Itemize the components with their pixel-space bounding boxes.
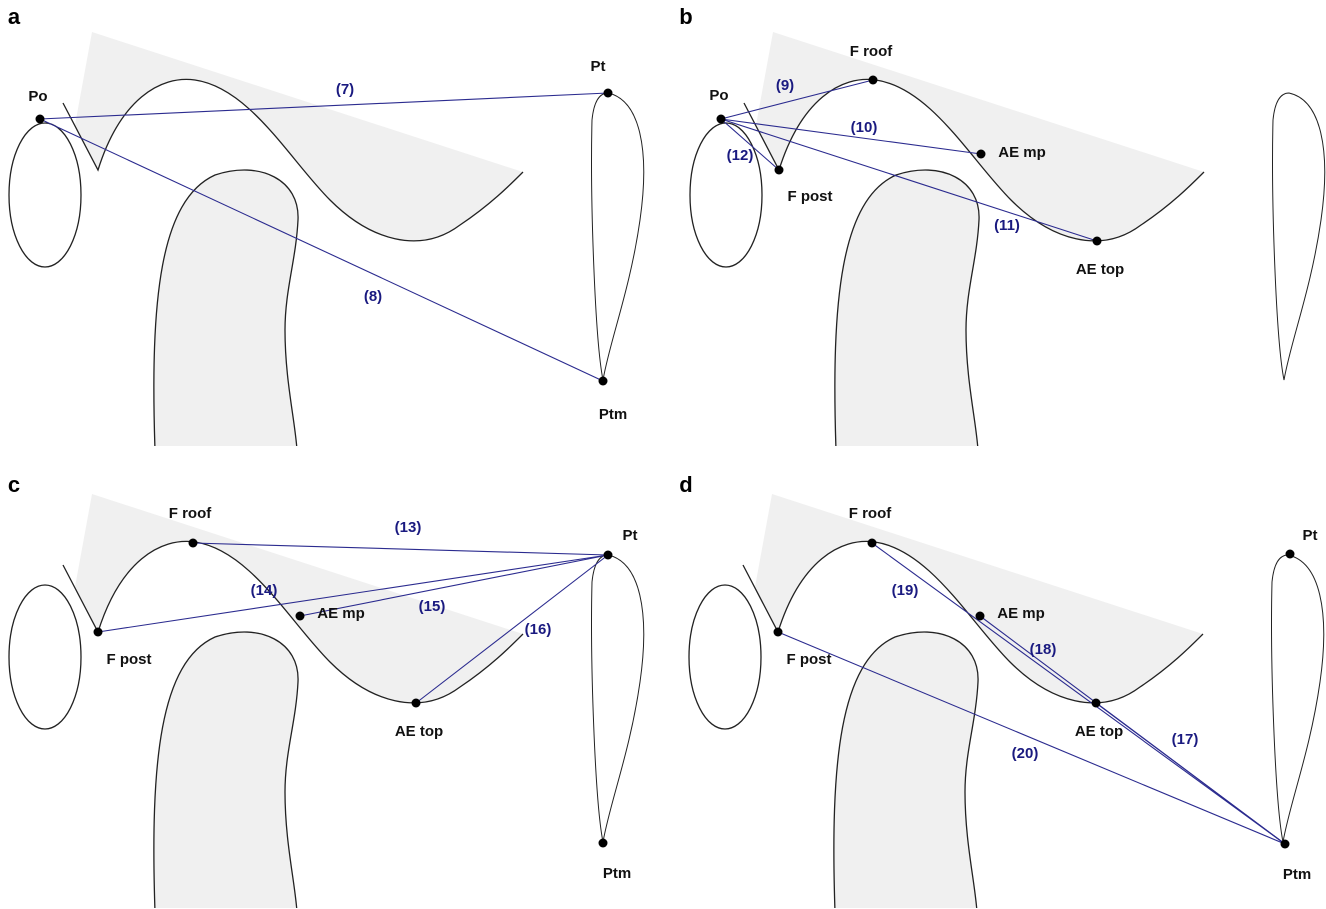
landmark-label: Pt <box>1303 527 1318 544</box>
anatomy <box>689 494 1324 909</box>
landmark <box>1092 699 1101 708</box>
measurement-label: (13) <box>395 519 422 536</box>
landmark <box>412 699 421 708</box>
measurement-label: (14) <box>251 582 278 599</box>
landmark-label: F post <box>787 651 832 668</box>
landmark <box>189 539 198 548</box>
panel-letter: a <box>8 4 21 29</box>
landmark <box>599 839 608 848</box>
figure: (7) (8) Po Pt Ptm (9) (10) (11) (12) Po F roof AE … <box>0 0 1326 909</box>
landmark-label: Ptm <box>599 406 627 423</box>
panel-letter: d <box>679 472 692 497</box>
landmark-label: F roof <box>849 505 892 522</box>
measurement-label: (17) <box>1172 731 1199 748</box>
anatomy <box>9 32 644 450</box>
landmark-label: F post <box>107 651 152 668</box>
landmark <box>604 89 613 98</box>
panel: (17) (18) (19) (20) F roof AE mp F post AE top P… <box>689 494 1324 909</box>
landmark <box>1093 237 1102 246</box>
landmark <box>1281 840 1290 849</box>
panel-letter: b <box>679 4 692 29</box>
measurement-label: (15) <box>419 598 446 615</box>
measurement-label: (16) <box>525 621 552 638</box>
landmark <box>775 166 784 175</box>
measurement-label: (10) <box>851 119 878 136</box>
landmark-label: Ptm <box>1283 866 1311 883</box>
anatomy <box>690 32 1325 450</box>
landmark-label: F roof <box>850 43 893 60</box>
landmark <box>868 539 877 548</box>
landmark-label: AE mp <box>998 144 1046 161</box>
landmark-label: F roof <box>169 505 212 522</box>
panel-letter: c <box>8 472 20 497</box>
measurement-label: (7) <box>336 81 354 98</box>
landmark <box>977 150 986 159</box>
landmark <box>296 612 305 621</box>
landmark-label: AE mp <box>997 605 1045 622</box>
landmark <box>604 551 613 560</box>
panel: (9) (10) (11) (12) Po F roof AE mp F post AE top <box>690 32 1325 450</box>
landmark-label: F post <box>788 188 833 205</box>
landmark-label: Pt <box>623 527 638 544</box>
landmark <box>976 612 985 621</box>
measurement-label: (11) <box>994 217 1020 234</box>
measurement-label: (9) <box>776 77 794 94</box>
landmark <box>36 115 45 124</box>
landmark-label: AE mp <box>317 605 365 622</box>
anatomy <box>9 494 644 909</box>
measurement-label: (12) <box>727 147 754 164</box>
landmark-label: Po <box>709 87 728 104</box>
landmark <box>94 628 103 637</box>
landmark <box>599 377 608 386</box>
landmark <box>1286 550 1295 559</box>
landmark-label: Pt <box>591 58 606 75</box>
landmark-label: AE top <box>1075 723 1123 740</box>
panel: (13) (14) (15) (16) F roof F post AE mp AE top P… <box>9 494 644 909</box>
landmark-label: AE top <box>395 723 443 740</box>
measurement-label: (8) <box>364 288 382 305</box>
panel: (7) (8) Po Pt Ptm <box>9 32 644 450</box>
landmark-label: Po <box>28 88 47 105</box>
measurement-label: (18) <box>1030 641 1057 658</box>
measurement-label: (19) <box>892 582 919 599</box>
landmark <box>869 76 878 85</box>
landmark-label: AE top <box>1076 261 1124 278</box>
landmark <box>774 628 783 637</box>
landmark-label: Ptm <box>603 865 631 882</box>
landmark <box>717 115 726 124</box>
measurement-label: (20) <box>1012 745 1039 762</box>
